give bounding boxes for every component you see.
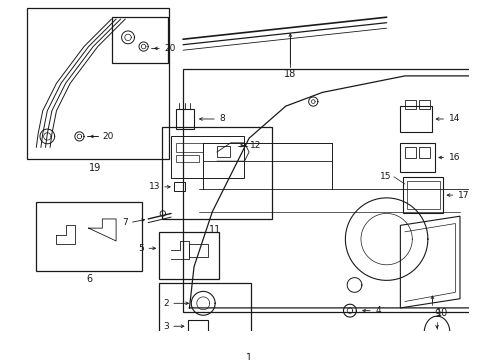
Bar [112, 17, 169, 63]
Text: 4: 4 [376, 306, 381, 315]
Bar [176, 155, 198, 162]
Text: 3: 3 [164, 322, 169, 331]
Text: 9: 9 [434, 309, 440, 319]
Text: 15: 15 [380, 172, 391, 181]
Bar [27, 8, 169, 159]
Bar [400, 143, 435, 172]
Text: 14: 14 [449, 114, 461, 123]
Text: 17: 17 [458, 190, 469, 199]
Bar [162, 127, 272, 219]
Text: 19: 19 [89, 163, 101, 173]
Text: 11: 11 [209, 225, 221, 235]
Bar [405, 147, 416, 158]
Text: 10: 10 [436, 308, 448, 318]
Bar [176, 109, 194, 129]
Bar [183, 69, 486, 312]
Bar [159, 232, 219, 279]
Text: 20: 20 [165, 44, 176, 53]
Bar [188, 320, 208, 333]
Bar [419, 100, 430, 109]
Bar [407, 181, 440, 209]
Text: 12: 12 [250, 141, 261, 150]
Text: 5: 5 [139, 244, 145, 253]
Text: 16: 16 [449, 153, 461, 162]
Bar [405, 100, 416, 109]
Bar [190, 244, 208, 257]
Text: 13: 13 [148, 183, 160, 192]
Bar [403, 177, 443, 213]
Bar [419, 147, 430, 158]
Text: 1: 1 [246, 353, 252, 360]
Bar [400, 106, 433, 132]
Bar [176, 143, 203, 152]
Bar [171, 136, 245, 178]
Text: 7: 7 [122, 218, 128, 227]
Text: 8: 8 [220, 114, 225, 123]
Bar [217, 145, 230, 157]
Text: 18: 18 [284, 69, 296, 80]
Text: 20: 20 [102, 132, 114, 141]
Bar [36, 202, 142, 271]
Text: 6: 6 [86, 274, 93, 284]
Bar [174, 182, 185, 192]
Text: 2: 2 [164, 299, 169, 308]
Bar [159, 283, 251, 349]
